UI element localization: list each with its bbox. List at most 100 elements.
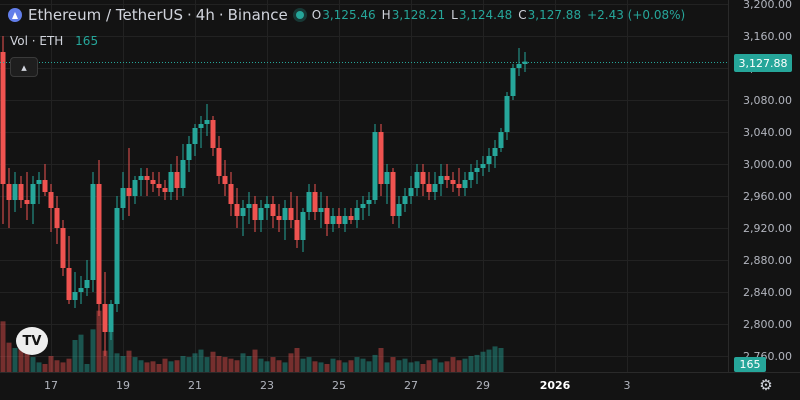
volume-bar (246, 356, 252, 372)
volume-label[interactable]: Vol · ETH (10, 34, 64, 48)
volume-bar (240, 353, 246, 372)
candle-body (300, 212, 306, 240)
candle-body (324, 208, 330, 224)
volume-bar (432, 358, 438, 372)
candle-body (30, 184, 36, 204)
volume-bar (444, 361, 450, 372)
candle-body (84, 280, 90, 288)
volume-bar (108, 324, 114, 372)
time-axis-tick-label: 27 (404, 379, 418, 392)
volume-bar (186, 357, 192, 372)
candle-body (66, 268, 72, 300)
volume-bar (0, 321, 6, 372)
volume-bar (222, 357, 228, 372)
tradingview-logo-icon[interactable]: TV (16, 327, 48, 355)
candle-body (378, 132, 384, 184)
candle-body (402, 196, 408, 204)
candle-body (276, 216, 282, 220)
volume-bar (468, 356, 474, 372)
volume-bar (450, 357, 456, 372)
volume-bar (384, 362, 390, 372)
volume-bar (66, 358, 72, 372)
interval-label[interactable]: 4h (195, 6, 215, 24)
candle-body (318, 208, 324, 212)
volume-bar (72, 340, 78, 372)
candle-body (498, 132, 504, 148)
volume-bar (216, 356, 222, 372)
volume-bar (474, 354, 480, 372)
volume-bar (96, 310, 102, 372)
candle-body (60, 228, 66, 268)
time-axis-tick-label: 3 (624, 379, 631, 392)
volume-bar (354, 357, 360, 372)
volume-bar (366, 361, 372, 372)
volume-bar (102, 350, 108, 372)
separator: · (187, 6, 192, 24)
candle-body (198, 124, 204, 128)
candle-body (366, 200, 372, 204)
candle-body (342, 216, 348, 224)
candle-body (90, 184, 96, 280)
candle-body (228, 184, 234, 204)
volume-bar (84, 364, 90, 372)
time-axis-tick-label: 19 (116, 379, 130, 392)
time-axis-tick-label: 17 (44, 379, 58, 392)
candle-body (444, 176, 450, 180)
candle-body (372, 132, 378, 200)
candle-body (282, 208, 288, 220)
volume-bar (60, 362, 66, 372)
candle-body (78, 288, 84, 292)
volume-bar (126, 350, 132, 372)
volume-bar (426, 360, 432, 372)
candle-body (432, 184, 438, 192)
candle-body (474, 168, 480, 172)
volume-bar (144, 362, 150, 372)
candle-body (306, 192, 312, 212)
price-axis-tick-label: 3,200.00 (743, 0, 792, 11)
candle-body (168, 172, 174, 192)
candle-body (180, 160, 186, 188)
price-axis-tick-label: 3,040.00 (743, 126, 792, 139)
gear-icon[interactable]: ⚙ (759, 376, 773, 394)
candle-body (294, 220, 300, 240)
volume-bar (18, 345, 24, 372)
volume-bar (270, 357, 276, 372)
candle-body (384, 172, 390, 184)
volume-bar (336, 360, 342, 372)
candle-body (162, 188, 168, 192)
volume-bar (228, 358, 234, 372)
candle-body (246, 204, 252, 208)
exchange-label: Binance (227, 6, 288, 24)
symbol-title[interactable]: Ethereum / TetherUS (28, 6, 183, 24)
volume-bar (90, 329, 96, 372)
candle-body (222, 176, 228, 184)
candle-body (468, 172, 474, 180)
candle-body (108, 304, 114, 332)
price-axis-tick-label: 2,880.00 (743, 254, 792, 267)
candle-body (408, 188, 414, 196)
candle-body (96, 184, 102, 304)
price-axis-tick-label: 2,800.00 (743, 318, 792, 331)
candle-body (54, 208, 60, 228)
volume-bar (210, 351, 216, 372)
last-price-tag: 3,127.88 (734, 54, 792, 72)
ohlc-values: O 3,125.46 H 3,128.21 L 3,124.48 C 3,127… (312, 8, 691, 22)
volume-value: 165 (75, 34, 99, 48)
market-status-icon[interactable] (295, 11, 304, 19)
volume-bar (252, 349, 258, 372)
volume-bar (300, 358, 306, 372)
volume-bar (402, 358, 408, 372)
separator: · (218, 6, 224, 24)
symbol-header: Ethereum / TetherUS · 4h · Binance O 3,1… (8, 6, 691, 24)
candle-body (18, 184, 24, 200)
collapse-legend-button[interactable]: ▴ (10, 57, 38, 77)
volume-bar (234, 360, 240, 372)
candle-body (240, 208, 246, 216)
candle-body (288, 208, 294, 220)
candle-body (462, 180, 468, 188)
volume-bar (420, 364, 426, 372)
candle-body (252, 204, 258, 220)
volume-bar (114, 353, 120, 372)
